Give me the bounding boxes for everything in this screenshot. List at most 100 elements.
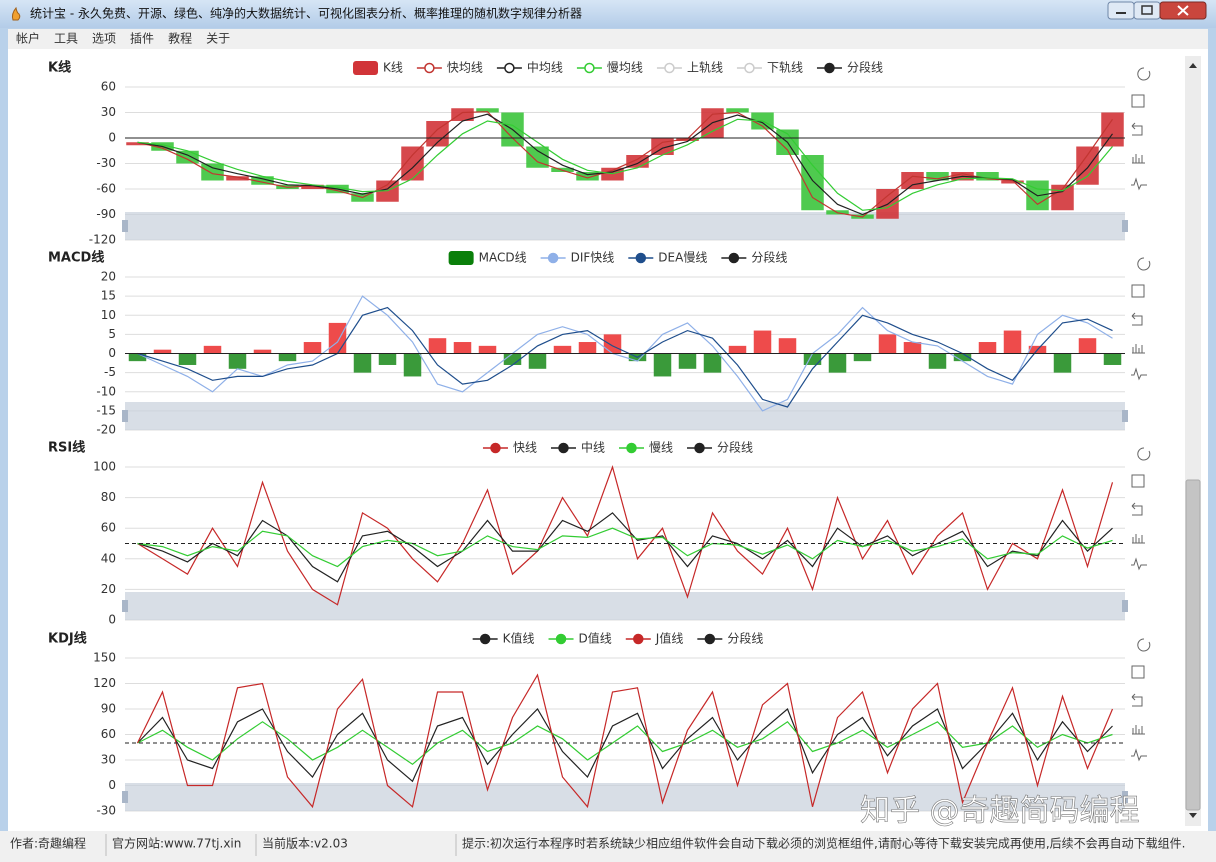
macd-bar: [503, 353, 522, 365]
legend-label[interactable]: 分段线: [717, 440, 753, 455]
menu-item[interactable]: 工具: [54, 32, 78, 46]
legend-label[interactable]: 分段线: [727, 631, 763, 646]
legend-label[interactable]: MACD线: [479, 251, 527, 265]
zoom-handle[interactable]: [122, 600, 128, 612]
chart-title: K线: [48, 60, 71, 76]
zoom-slider: [125, 783, 1125, 811]
legend-label[interactable]: 慢均线: [607, 61, 643, 75]
legend-symbol[interactable]: [504, 62, 515, 74]
legend-swatch[interactable]: [448, 251, 474, 265]
legend-symbol[interactable]: [744, 62, 755, 74]
scroll-down-arrow[interactable]: [1189, 813, 1197, 818]
tool-icon[interactable]: [1132, 154, 1145, 164]
menu-item[interactable]: 教程: [168, 31, 192, 46]
legend-label[interactable]: 分段线: [751, 250, 787, 265]
legend-swatch[interactable]: [353, 61, 379, 75]
macd-bar: [453, 342, 472, 354]
legend-label[interactable]: 下轨线: [767, 61, 803, 75]
tool-icon[interactable]: [1132, 534, 1145, 544]
legend-label[interactable]: DEA慢线: [658, 251, 707, 265]
tool-icon[interactable]: [1132, 725, 1145, 735]
legend-label[interactable]: K线: [383, 61, 403, 75]
legend-label[interactable]: 上轨线: [687, 61, 723, 75]
legend-label[interactable]: 快均线: [447, 61, 483, 75]
maximize-button[interactable]: [1133, 1, 1161, 20]
legend-symbol[interactable]: [584, 62, 595, 74]
zoom-handle[interactable]: [1122, 791, 1128, 803]
zoom-handle[interactable]: [122, 220, 128, 232]
macd-bar: [653, 353, 672, 377]
macd-bar: [1003, 330, 1022, 354]
y-tick-label: 15: [101, 289, 116, 303]
legend-label[interactable]: D值线: [579, 631, 612, 646]
legend-symbol[interactable]: [479, 633, 491, 645]
legend-symbol[interactable]: [558, 442, 569, 454]
menu-item[interactable]: 选项: [92, 32, 116, 46]
candle: [426, 121, 449, 147]
legend-symbol[interactable]: [424, 62, 435, 74]
tool-icon[interactable]: [1137, 67, 1151, 81]
zoom-handle[interactable]: [1122, 220, 1128, 232]
scroll-up-arrow[interactable]: [1189, 63, 1197, 68]
tool-icon[interactable]: [1131, 177, 1147, 191]
legend-label[interactable]: 中线: [581, 440, 605, 455]
legend-symbol[interactable]: [728, 252, 740, 264]
candle: [301, 184, 324, 189]
close-icon: [1177, 5, 1189, 16]
status-items: 作者:奇趣编程 官方网站:www.77tj.xin 当前版本:v2.03 提示:初次运…: [10, 834, 1186, 856]
legend-symbol[interactable]: [694, 442, 705, 454]
legend-label[interactable]: 快线: [513, 441, 537, 455]
candle: [251, 176, 274, 185]
menu-item[interactable]: 帐户: [16, 31, 40, 46]
status-text: 官方网站:www.77tj.xin: [112, 836, 241, 851]
tool-icon[interactable]: [1131, 557, 1147, 571]
legend: 快线 中线 慢线 分段线: [482, 440, 753, 455]
macd-bar: [903, 342, 922, 354]
tool-icon[interactable]: [1131, 748, 1147, 762]
tool-icon[interactable]: [1131, 693, 1143, 707]
zoom-handle[interactable]: [122, 791, 128, 803]
legend-symbol[interactable]: [824, 62, 835, 74]
tool-icon[interactable]: [1131, 502, 1143, 516]
legend-symbol[interactable]: [626, 442, 637, 454]
legend-symbol[interactable]: [633, 633, 644, 645]
legend-symbol[interactable]: [704, 633, 716, 645]
y-tick-label: 40: [101, 551, 116, 565]
tool-icon[interactable]: [1131, 122, 1143, 136]
legend-label[interactable]: 中均线: [527, 60, 563, 75]
macd-bar: [578, 342, 597, 354]
zoom-handle[interactable]: [1122, 600, 1128, 612]
macd-bar: [728, 345, 747, 354]
scrollbar-thumb[interactable]: [1185, 479, 1201, 811]
tool-icon[interactable]: [1131, 665, 1145, 679]
legend-label[interactable]: 分段线: [847, 60, 883, 75]
tool-icon[interactable]: [1131, 94, 1145, 108]
candle: [651, 138, 674, 155]
tool-icon[interactable]: [1131, 284, 1145, 298]
legend-label[interactable]: J值线: [655, 631, 684, 646]
menu-item[interactable]: 插件: [130, 32, 154, 46]
zoom-handle[interactable]: [122, 410, 128, 422]
legend-symbol[interactable]: [547, 252, 559, 264]
menu-item[interactable]: 关于: [206, 32, 230, 46]
minimize-button[interactable]: [1107, 1, 1135, 20]
series-line: [137, 306, 1113, 408]
tool-icon[interactable]: [1132, 344, 1145, 354]
legend-symbol[interactable]: [664, 62, 675, 74]
tool-icon[interactable]: [1137, 257, 1151, 271]
y-tick-label: 20: [101, 270, 116, 284]
legend-label[interactable]: 慢线: [649, 441, 673, 455]
tool-icon[interactable]: [1131, 312, 1143, 326]
tool-icon[interactable]: [1137, 447, 1151, 461]
legend-symbol[interactable]: [490, 442, 501, 454]
tool-icon[interactable]: [1131, 367, 1147, 381]
legend-label[interactable]: K值线: [503, 631, 535, 646]
legend-symbol[interactable]: [555, 633, 567, 645]
y-tick-label: 90: [101, 702, 116, 716]
tool-icon[interactable]: [1131, 474, 1145, 488]
macd-bar: [1053, 353, 1072, 373]
legend-symbol[interactable]: [635, 252, 647, 264]
zoom-handle[interactable]: [1122, 410, 1128, 422]
legend-label[interactable]: DIF快线: [571, 251, 615, 265]
tool-icon[interactable]: [1137, 638, 1151, 652]
